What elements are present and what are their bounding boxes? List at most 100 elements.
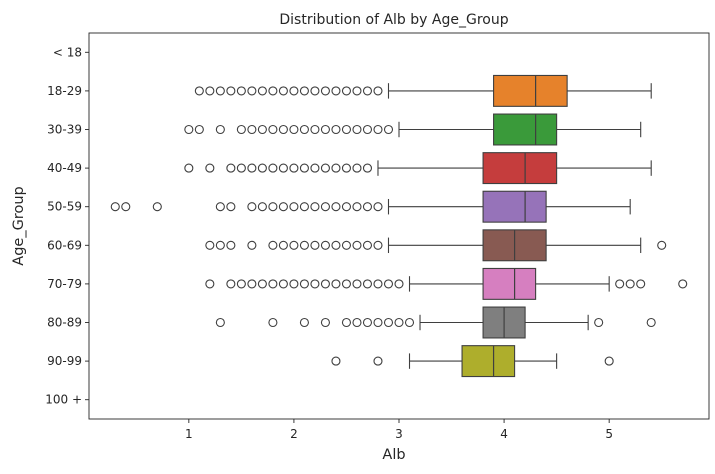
box — [482, 190, 547, 223]
outlier-point — [383, 124, 394, 135]
x-tick-label: 3 — [395, 427, 403, 441]
outlier-point — [289, 202, 299, 212]
outlier-point — [121, 202, 131, 212]
outlier-point — [394, 317, 404, 328]
y-tick-label: 18-29 — [47, 84, 82, 98]
outlier-point — [205, 279, 215, 289]
outlier-point — [247, 124, 257, 135]
outlier-point — [352, 240, 362, 250]
outlier-point — [247, 279, 257, 289]
outlier-point — [205, 240, 215, 250]
outlier-point — [373, 86, 383, 96]
outlier-point — [352, 317, 362, 328]
outlier-point — [352, 202, 362, 212]
outlier-point — [310, 124, 320, 135]
outlier-point — [184, 163, 194, 173]
box-group-70-79 — [205, 267, 688, 300]
outlier-point — [110, 202, 120, 212]
outlier-point — [205, 163, 215, 173]
outlier-point — [257, 163, 267, 173]
outlier-point — [331, 86, 341, 96]
outlier-point — [247, 240, 257, 250]
outlier-point — [362, 279, 373, 289]
outlier-point — [215, 240, 225, 250]
outlier-point — [226, 240, 236, 250]
outlier-point — [373, 202, 383, 212]
outlier-point — [299, 240, 309, 250]
y-tick-label: 70-79 — [47, 277, 82, 291]
y-axis-label: Age_Group — [11, 186, 27, 265]
outlier-point — [320, 202, 330, 212]
outlier-point — [194, 124, 204, 135]
outlier-point — [226, 279, 236, 289]
outlier-point — [299, 317, 309, 328]
outlier-point — [320, 163, 330, 173]
outlier-point — [236, 279, 246, 289]
outlier-point — [194, 86, 204, 96]
outlier-point — [341, 202, 352, 212]
outlier-point — [373, 317, 383, 328]
outlier-point — [299, 202, 309, 212]
outlier-point — [331, 240, 341, 250]
x-tick-label: 4 — [500, 427, 508, 441]
outlier-point — [331, 202, 341, 212]
outlier-point — [373, 356, 383, 366]
box — [482, 152, 558, 185]
outlier-point — [268, 240, 278, 250]
plot-area — [110, 74, 688, 378]
outlier-point — [268, 279, 278, 289]
outlier-point — [226, 202, 236, 212]
outlier-point — [257, 279, 267, 289]
outlier-point — [373, 240, 383, 250]
y-tick-label: 50-59 — [47, 200, 82, 214]
outlier-point — [289, 86, 299, 96]
outlier-point — [236, 124, 246, 135]
outlier-point — [331, 356, 341, 366]
outlier-point — [215, 202, 225, 212]
outlier-point — [247, 163, 257, 173]
x-tick-label: 2 — [290, 427, 298, 441]
outlier-point — [299, 124, 309, 135]
outlier-point — [320, 317, 330, 328]
outlier-point — [268, 202, 278, 212]
outlier-point — [404, 317, 415, 328]
box — [493, 113, 558, 146]
outlier-point — [646, 317, 656, 328]
outlier-point — [352, 86, 362, 96]
outlier-point — [215, 124, 225, 135]
box — [461, 345, 516, 378]
outlier-point — [594, 317, 604, 328]
outlier-point — [657, 240, 667, 250]
outlier-point — [247, 86, 257, 96]
outlier-point — [310, 86, 320, 96]
y-tick-label: 60-69 — [47, 238, 82, 252]
outlier-point — [362, 163, 373, 173]
outlier-point — [636, 279, 646, 289]
outlier-point — [278, 279, 288, 289]
y-tick-label: 100 + — [45, 393, 82, 407]
outlier-point — [247, 202, 257, 212]
box-group-18-29 — [194, 74, 652, 107]
outlier-point — [341, 317, 352, 328]
outlier-point — [289, 279, 299, 289]
outlier-point — [341, 86, 352, 96]
outlier-point — [278, 202, 288, 212]
outlier-point — [362, 317, 373, 328]
outlier-point — [278, 124, 288, 135]
outlier-point — [310, 202, 320, 212]
box-group-90-99 — [331, 345, 614, 378]
chart-title: Distribution of Alb by Age_Group — [279, 12, 508, 28]
outlier-point — [331, 163, 341, 173]
outlier-point — [257, 202, 267, 212]
plot-frame — [88, 32, 710, 420]
axis-ticks: 1 2 3 4 5 < 18 18-29 30-39 40-49 50-59 60-69 70-79 8… — [45, 45, 613, 441]
outlier-point — [215, 86, 225, 96]
outlier-point — [257, 124, 267, 135]
outlier-point — [184, 124, 194, 135]
outlier-point — [604, 356, 614, 366]
outlier-point — [352, 279, 362, 289]
box-group-60-69 — [205, 229, 667, 262]
outlier-point — [268, 86, 278, 96]
outlier-point — [268, 124, 278, 135]
